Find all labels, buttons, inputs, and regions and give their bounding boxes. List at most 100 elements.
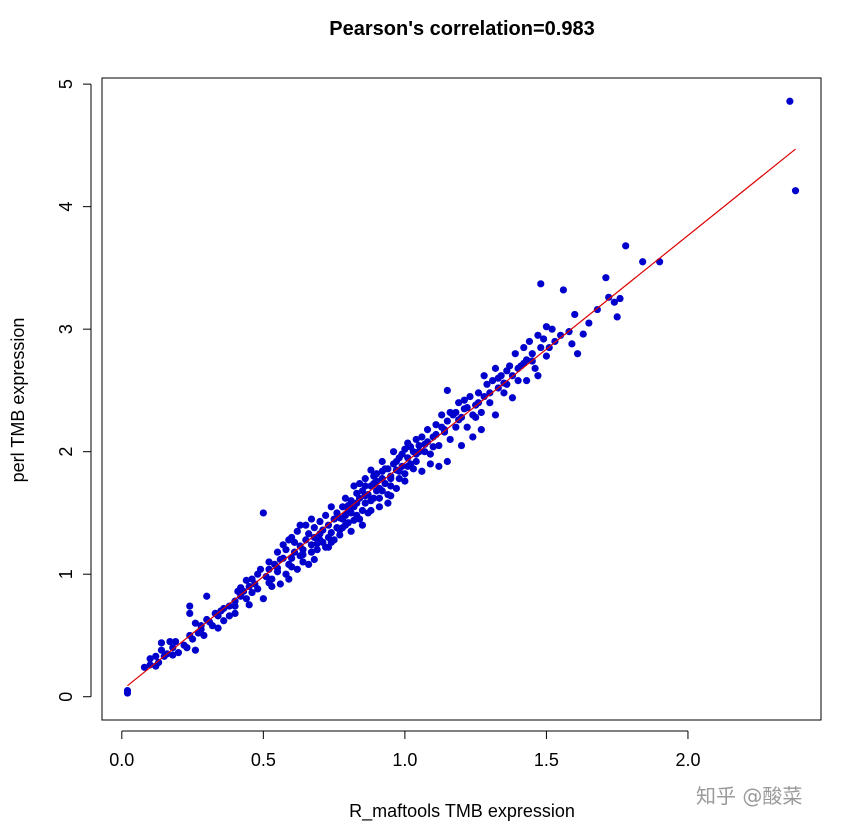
data-point	[375, 494, 384, 502]
data-point	[262, 573, 270, 581]
data-point	[169, 651, 177, 659]
data-point	[155, 658, 163, 667]
data-point	[534, 372, 542, 380]
data-point	[639, 258, 647, 266]
data-point	[446, 408, 454, 417]
data-point	[367, 506, 375, 515]
data-point	[214, 624, 222, 632]
data-point	[426, 460, 434, 468]
x-tick-label: 0.5	[251, 750, 276, 770]
data-point	[483, 380, 491, 388]
data-point	[316, 536, 324, 544]
data-point	[370, 472, 378, 480]
data-point	[568, 340, 576, 348]
data-point	[242, 595, 250, 603]
data-point	[613, 313, 621, 321]
data-point	[539, 335, 548, 343]
data-point	[358, 506, 367, 515]
data-point	[432, 430, 440, 439]
data-point	[296, 521, 304, 529]
data-point	[406, 443, 415, 451]
data-point	[418, 433, 426, 441]
data-point	[571, 310, 579, 319]
data-point	[268, 575, 276, 583]
data-point	[480, 372, 488, 380]
data-point	[140, 663, 149, 671]
data-point	[455, 399, 463, 407]
y-axis: 0 1 2 3 4 5	[56, 79, 92, 702]
data-point	[486, 399, 494, 407]
data-point	[412, 435, 420, 444]
data-point	[339, 524, 347, 532]
data-point	[534, 331, 542, 339]
data-point	[203, 592, 211, 600]
data-point	[259, 595, 267, 603]
data-point	[786, 97, 794, 105]
chart-title: Pearson's correlation=0.983	[329, 18, 594, 40]
data-point	[327, 538, 335, 546]
data-point	[443, 417, 451, 425]
data-point	[355, 479, 364, 488]
data-point	[220, 617, 228, 625]
data-point	[293, 565, 301, 573]
data-point	[520, 343, 528, 352]
x-tick-label: 2.0	[675, 750, 700, 770]
data-point	[418, 467, 426, 475]
data-point	[288, 554, 296, 562]
data-point	[500, 389, 508, 397]
data-point	[472, 413, 480, 421]
data-point	[166, 637, 174, 646]
data-point	[319, 526, 327, 534]
data-point	[256, 565, 265, 573]
data-point	[401, 470, 409, 478]
data-point	[353, 499, 361, 507]
data-point	[457, 441, 466, 450]
data-point	[486, 389, 494, 397]
data-point	[231, 602, 239, 610]
data-point	[273, 548, 282, 556]
data-point	[123, 689, 132, 697]
data-point	[511, 350, 519, 358]
data-point	[387, 492, 395, 500]
data-point	[285, 575, 293, 583]
data-point	[171, 637, 180, 646]
y-axis-label: perl TMB expression	[8, 318, 28, 483]
data-point	[276, 580, 284, 588]
data-point	[322, 511, 330, 519]
data-point	[313, 546, 321, 554]
y-tick-label: 2	[56, 447, 76, 457]
data-point	[242, 576, 250, 584]
data-point	[279, 541, 287, 549]
data-point	[389, 448, 398, 456]
y-tick-label: 1	[56, 569, 76, 579]
data-point	[463, 403, 471, 412]
data-point	[231, 609, 239, 618]
data-point	[341, 494, 350, 502]
data-point	[268, 582, 276, 591]
data-point	[429, 443, 437, 451]
data-point	[367, 497, 375, 505]
data-point	[610, 298, 618, 306]
data-point	[605, 293, 613, 301]
data-point	[358, 521, 367, 529]
data-point	[542, 323, 551, 331]
data-point	[174, 649, 183, 657]
data-point	[443, 386, 451, 395]
data-point	[528, 350, 536, 358]
data-point	[339, 503, 347, 511]
data-point	[443, 457, 451, 466]
data-point	[245, 601, 253, 609]
data-point	[491, 411, 500, 419]
x-tick-label: 1.0	[392, 750, 417, 770]
data-point	[503, 367, 511, 375]
data-point	[248, 575, 256, 583]
y-tick-label: 4	[56, 202, 76, 212]
data-point	[508, 394, 517, 402]
data-point	[353, 489, 361, 497]
data-point	[305, 530, 313, 538]
data-point	[265, 558, 273, 566]
data-point	[392, 484, 400, 493]
data-point	[491, 364, 500, 372]
data-point	[435, 441, 443, 450]
data-point	[225, 612, 233, 620]
